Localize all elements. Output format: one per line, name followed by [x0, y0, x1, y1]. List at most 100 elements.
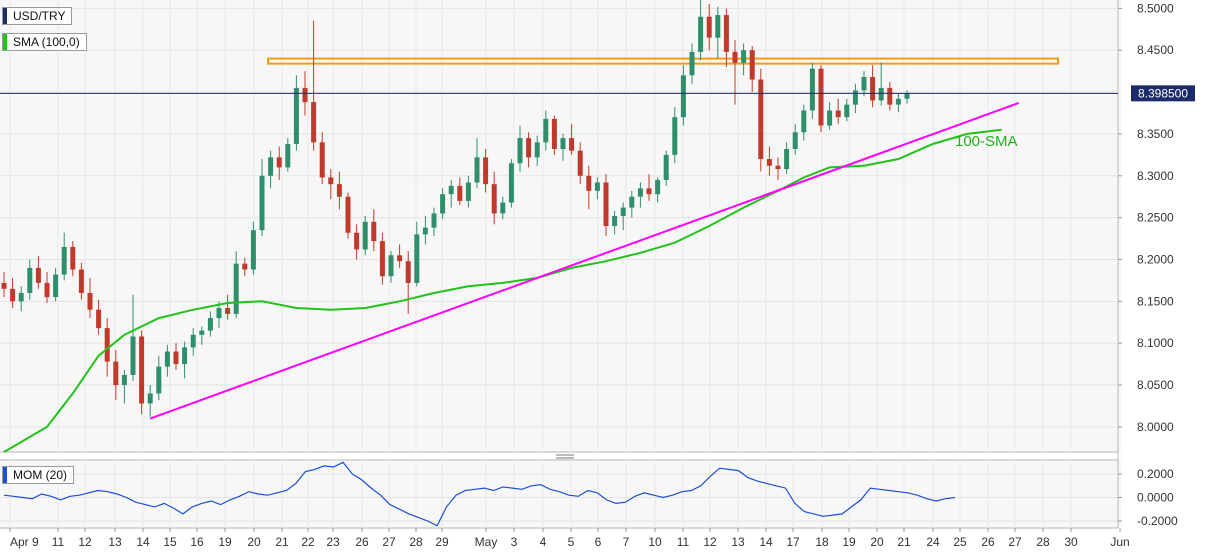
candle-body [543, 118, 549, 143]
candle-body [156, 366, 162, 394]
candle-body [225, 308, 231, 314]
candle-body [285, 143, 291, 168]
x-tick-label: 25 [953, 535, 967, 549]
candle-body [646, 188, 652, 195]
mom-badge: MOM (20) [2, 466, 74, 484]
y-tick-label: 8.2500 [1137, 211, 1174, 225]
candle-body [852, 90, 858, 105]
candle-body [121, 374, 127, 386]
x-tick-label: 5 [568, 535, 575, 549]
candle-body [379, 241, 385, 277]
candle-body [104, 328, 110, 362]
candle-body [139, 336, 145, 404]
candle-body [440, 194, 446, 214]
candle-body [870, 77, 876, 101]
candle-body [173, 351, 179, 365]
y-tick-label: 8.2000 [1137, 252, 1174, 266]
candle-body [10, 288, 16, 302]
candle-body [78, 269, 84, 293]
candle-body [448, 185, 454, 195]
candle-body [586, 175, 592, 191]
candle-body [147, 393, 153, 404]
candle-body [741, 50, 747, 63]
candle-body [216, 308, 222, 319]
candle-body [500, 202, 506, 214]
y-tick-label: 8.3500 [1137, 127, 1174, 141]
x-tick-label: May [475, 535, 498, 549]
mom-y-tick-label: 0.0000 [1137, 491, 1174, 505]
mom-label: MOM (20) [13, 468, 67, 482]
candle-body [18, 292, 24, 302]
current-price-tag [1131, 85, 1195, 102]
candle-body [706, 16, 712, 38]
candle-body [620, 207, 626, 216]
x-tick-label: 19 [218, 535, 232, 549]
x-tick-label: Apr 9 [10, 535, 39, 549]
candle-body [517, 138, 523, 164]
candle-body [1, 282, 7, 289]
candle-body [715, 15, 721, 38]
x-tick-label: 19 [842, 535, 856, 549]
candle-body [766, 159, 772, 166]
candle-body [311, 102, 317, 143]
candle-body [861, 77, 867, 91]
x-tick-label: 16 [190, 535, 204, 549]
candle-body [672, 117, 678, 155]
x-tick-label: 21 [275, 535, 289, 549]
candle-body [87, 292, 93, 310]
y-tick-label: 8.0000 [1137, 420, 1174, 434]
x-tick-label: 6 [595, 535, 602, 549]
candle-body [276, 157, 282, 168]
candle-body [758, 79, 764, 160]
candle-body [405, 261, 411, 283]
candle-body [319, 142, 325, 178]
x-tick-label: 13 [731, 535, 745, 549]
y-tick-label: 8.4500 [1137, 43, 1174, 57]
x-tick-label: 3 [511, 535, 518, 549]
candle-body [70, 246, 76, 270]
sma-badge: SMA (100,0) [2, 33, 87, 51]
x-tick-label: 30 [1064, 535, 1078, 549]
candle-body [164, 351, 170, 367]
x-tick-label: 14 [136, 535, 150, 549]
candle-body [569, 138, 575, 151]
sma-label: SMA (100,0) [13, 35, 80, 49]
candle-body [61, 246, 67, 275]
resistance-band [267, 57, 1059, 65]
x-tick-label: 22 [301, 535, 315, 549]
candle-body [577, 150, 583, 176]
x-tick-label: 28 [409, 535, 423, 549]
x-tick-label: 27 [382, 535, 396, 549]
momentum-line [3, 461, 956, 527]
y-tick-label: 8.5000 [1137, 1, 1174, 15]
x-tick-label: 29 [435, 535, 449, 549]
candle-body [328, 177, 334, 185]
x-tick-label: 21 [897, 535, 911, 549]
candle-body [422, 227, 428, 235]
x-tick-label: 20 [247, 535, 261, 549]
candle-body [457, 185, 463, 201]
candle-body [603, 182, 609, 226]
candle-body [655, 179, 661, 195]
candle-body [431, 213, 437, 228]
x-tick-label: 4 [540, 535, 547, 549]
candle-body [689, 51, 695, 76]
candle-body [27, 267, 33, 293]
x-tick-label: 27 [1008, 535, 1022, 549]
x-tick-label: 24 [926, 535, 940, 549]
candle-body [336, 184, 342, 197]
candle-body [663, 154, 669, 180]
x-tick-label: 26 [981, 535, 995, 549]
mom-y-tick-label: -0.2000 [1137, 514, 1178, 528]
candle-body [474, 157, 480, 183]
x-tick-label: 17 [786, 535, 800, 549]
candle-body [534, 142, 540, 158]
candle-body [130, 336, 136, 375]
candle-body [250, 230, 256, 270]
x-tick-label: 15 [163, 535, 177, 549]
candle-body [818, 68, 824, 126]
candle-body [680, 75, 686, 118]
x-tick-label: 12 [78, 535, 92, 549]
